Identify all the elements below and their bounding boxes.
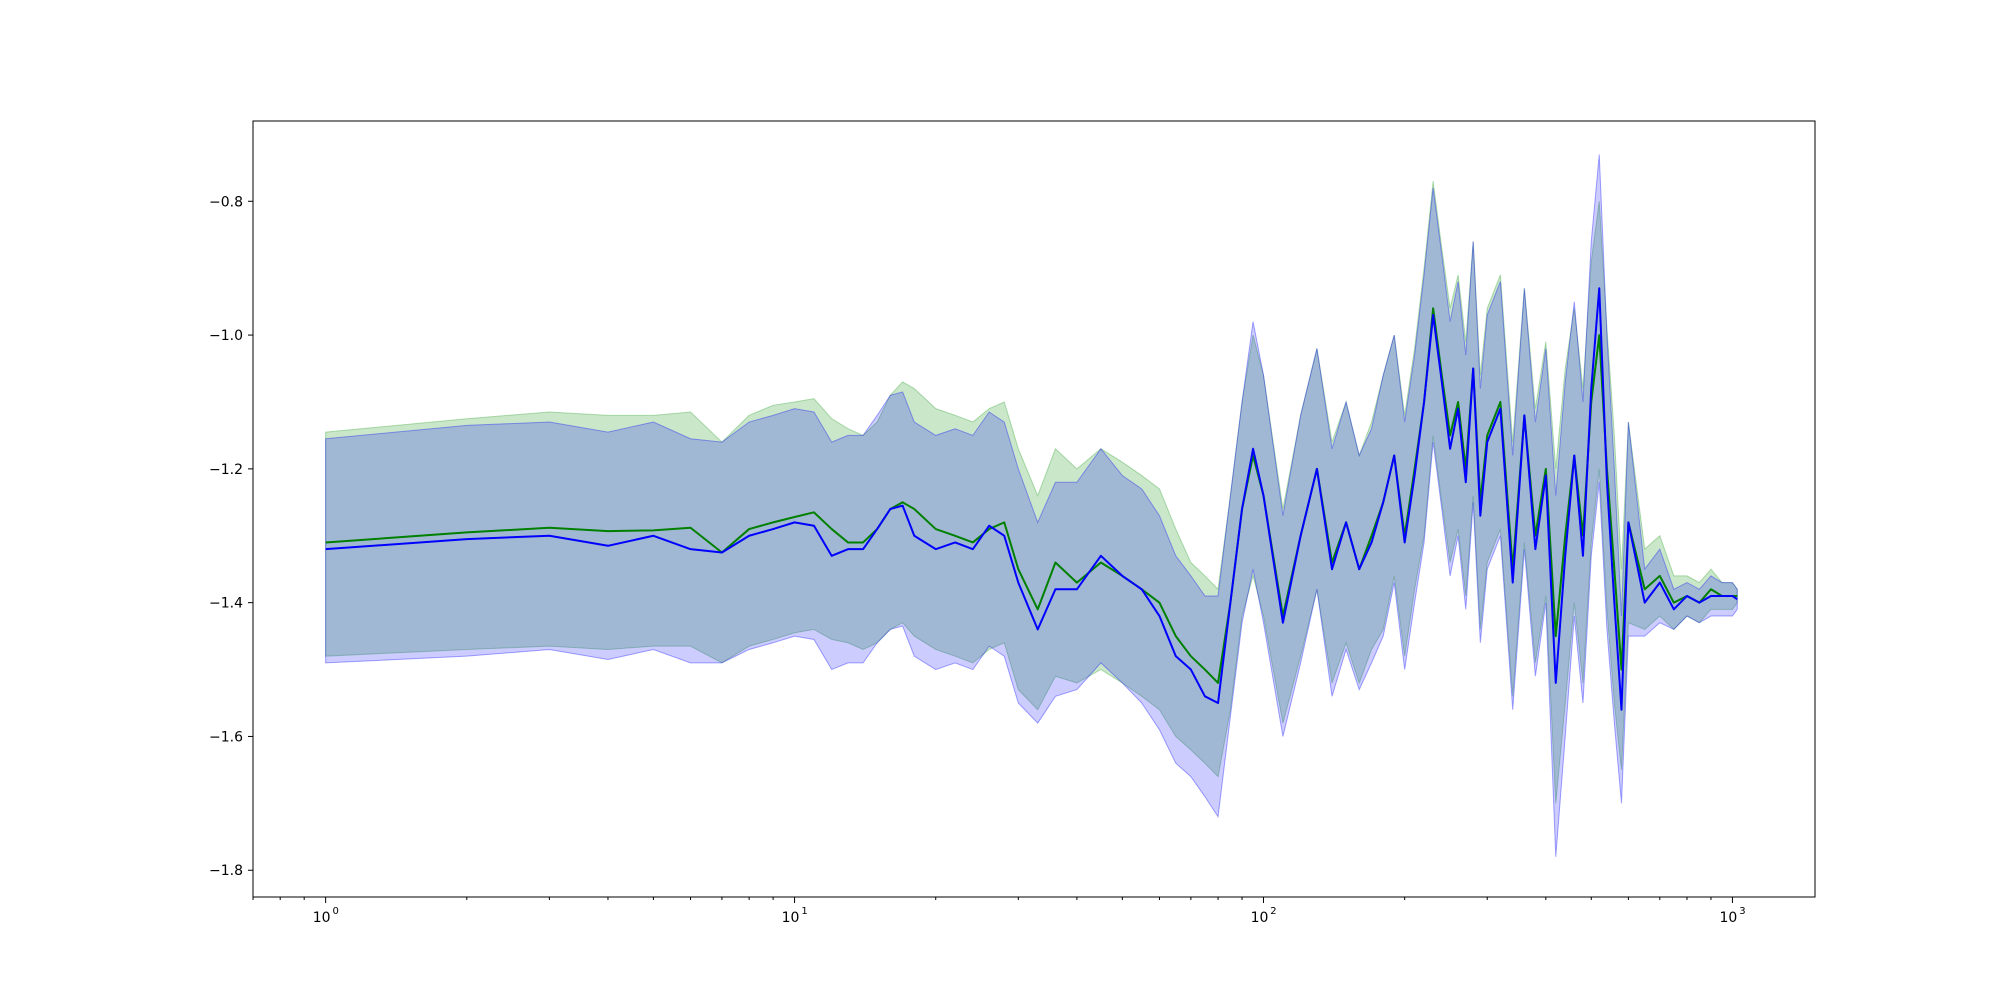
plot-frame	[252, 120, 1816, 898]
y-axis: −0.8 −1.0 −1.2 −1.4 −1.6 −1.8	[209, 194, 253, 879]
x-tick-label: 10	[1251, 910, 1269, 926]
x-axis: 10 0 10 1 10 2 10 3	[252, 897, 1746, 926]
x-tick-exponent: 0	[332, 906, 338, 917]
x-tick-label: 10	[313, 910, 331, 926]
y-tick-label: −1.6	[209, 729, 243, 745]
x-tick-label: 10	[1720, 910, 1738, 926]
series-2-line	[325, 287, 1738, 711]
y-tick-label: −1.2	[209, 462, 243, 478]
series-1-band	[325, 181, 1738, 804]
x-tick-label: 10	[782, 910, 800, 926]
y-tick-label: −1.0	[209, 328, 243, 344]
x-tick-exponent: 3	[1739, 906, 1745, 917]
x-tick-exponent: 1	[801, 906, 807, 917]
y-tick-label: −0.8	[209, 194, 243, 210]
series-lines	[325, 287, 1738, 711]
confidence-bands	[325, 154, 1738, 857]
x-tick-exponent: 2	[1270, 906, 1276, 917]
y-tick-label: −1.4	[209, 596, 243, 612]
y-tick-label: −1.8	[209, 863, 243, 879]
series-2-band	[325, 154, 1738, 857]
